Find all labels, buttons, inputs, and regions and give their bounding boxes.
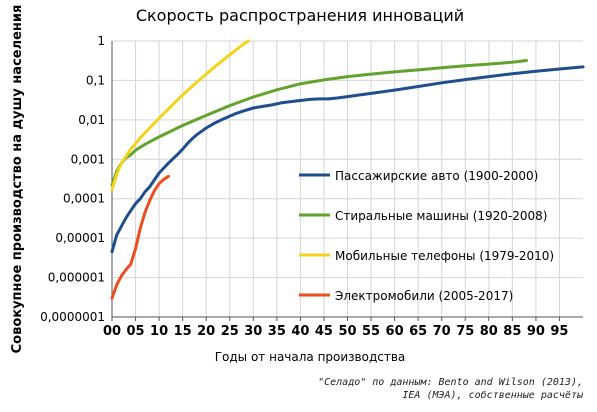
x-tick-label: 00 (103, 324, 121, 339)
x-tick-label: 35 (268, 324, 286, 339)
legend-label-1: Пассажирские авто (1900-2000) (335, 169, 538, 183)
series-line-4 (110, 174, 170, 300)
x-tick-label: 25 (221, 324, 239, 339)
y-tick-label: 0,1 (86, 73, 105, 87)
y-tick-label: 1 (97, 34, 105, 48)
y-tick-label: 0,00001 (55, 231, 105, 245)
x-tick-label: 50 (338, 324, 356, 339)
x-axis-label: Годы от начала производства (215, 350, 406, 364)
source-line-2: IEA (МЭА), собственные расчёты (402, 390, 583, 401)
grid (112, 40, 583, 318)
series-line-1 (110, 65, 585, 254)
x-tick-label: 75 (456, 324, 474, 339)
x-tick-label: 05 (127, 324, 145, 339)
axes: 1 0,1 0,01 0,001 0,0001 0,00001 0,000001 0,0000… (40, 34, 583, 339)
x-tick-label: 20 (197, 324, 215, 339)
x-tick-label: 80 (480, 324, 498, 339)
source-line-1: "Селадо" по данным: Bento and Wilson (20… (318, 377, 583, 388)
y-tick-label: 0,0001 (63, 192, 105, 206)
series-line-3 (110, 39, 251, 192)
x-tick-label: 10 (150, 324, 168, 339)
x-tick-label: 85 (503, 324, 521, 339)
x-tick-label: 65 (409, 324, 427, 339)
x-tick-label: 70 (433, 324, 451, 339)
x-tick-label: 30 (244, 324, 262, 339)
series-line-2 (110, 59, 528, 187)
x-tick-label: 15 (174, 324, 192, 339)
legend: Пассажирские авто (1900-2000) Стиральные … (299, 169, 554, 303)
y-axis-label: Совокупное производство на душу населени… (10, 5, 25, 354)
series-lines (110, 39, 585, 300)
x-tick-label: 45 (315, 324, 333, 339)
legend-label-3: Мобильные телефоны (1979-2010) (335, 249, 554, 263)
x-tick-label: 90 (527, 324, 545, 339)
x-tick-label: 60 (386, 324, 404, 339)
x-tick-label: 95 (550, 324, 568, 339)
y-tick-label: 0,001 (71, 152, 105, 166)
y-tick-label: 0,0000001 (40, 310, 105, 324)
x-tick-label: 40 (291, 324, 309, 339)
legend-label-4: Электромобили (2005-2017) (335, 289, 513, 303)
legend-label-2: Стиральные машины (1920-2008) (335, 209, 548, 223)
chart-title: Скорость распространения инноваций (136, 6, 464, 25)
source-note: "Селадо" по данным: Bento and Wilson (20… (243, 376, 583, 402)
x-tick-label: 55 (362, 324, 380, 339)
y-tick-label: 0,01 (78, 113, 105, 127)
y-tick-label: 0,000001 (48, 271, 105, 285)
